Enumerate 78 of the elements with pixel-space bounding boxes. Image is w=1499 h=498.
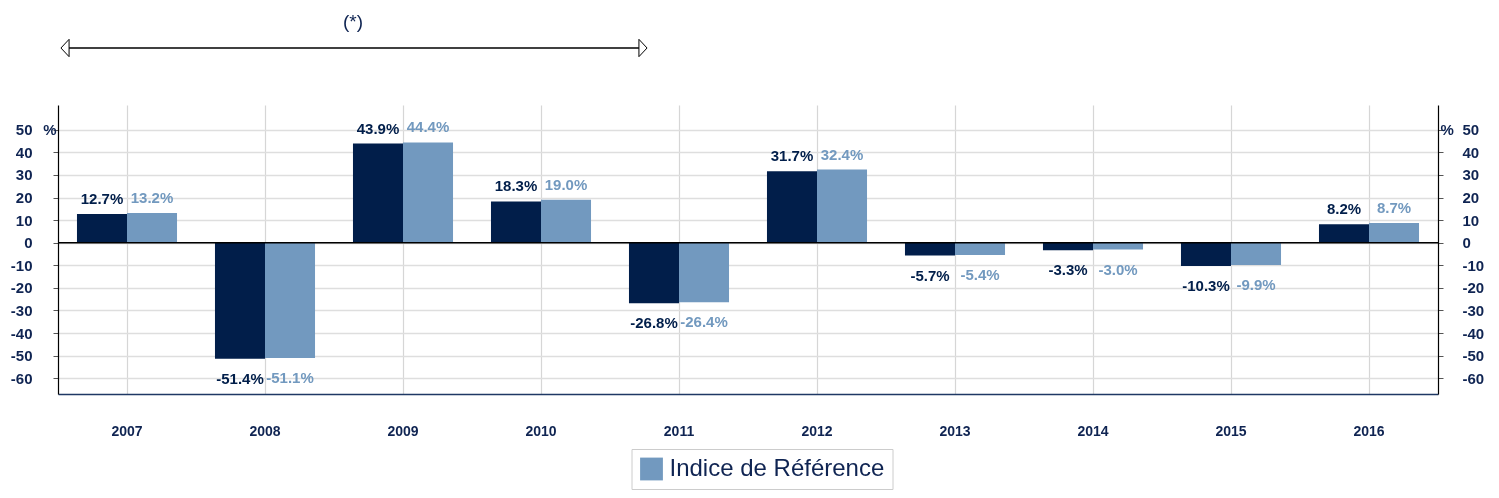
y2-tick-label: -40 (1462, 324, 1485, 342)
y-tick-label: -30 (10, 301, 33, 319)
y-axis-title: % (43, 121, 57, 139)
data-label: -26.4% (680, 313, 728, 331)
data-label: 13.2% (130, 188, 174, 206)
bar (1042, 242, 1093, 251)
x-tick-label: 2009 (387, 422, 419, 439)
data-label: -5.4% (960, 265, 1000, 283)
x-tick-label: 2014 (1077, 422, 1109, 439)
y2-tick-label: 20 (1462, 189, 1480, 207)
bar (265, 242, 316, 359)
x-tick-label: 2016 (1353, 422, 1385, 439)
data-label: -3.3% (1048, 261, 1088, 279)
y-tick-label: -50 (10, 347, 33, 365)
data-label: -9.9% (1236, 276, 1276, 294)
data-label: 8.7% (1376, 199, 1412, 217)
bar (955, 242, 1006, 255)
y2-tick-label: 30 (1462, 166, 1480, 184)
bar (1231, 242, 1282, 266)
y-tick-label: 40 (15, 143, 33, 161)
data-label: -3.0% (1098, 260, 1138, 278)
data-label: 19.0% (544, 175, 588, 193)
x-tick-label: 2015 (1215, 422, 1247, 439)
bar (904, 242, 955, 256)
y-tick-label: -10 (10, 256, 33, 274)
data-label: 18.3% (494, 177, 538, 195)
data-label: 44.4% (406, 118, 450, 136)
bar (817, 169, 868, 243)
bar (679, 242, 730, 303)
y-tick-label: 50 (15, 121, 33, 139)
x-tick-label: 2010 (525, 422, 557, 439)
y-tick-label: -20 (10, 279, 33, 297)
x-tick-label: 2012 (801, 422, 833, 439)
y-tick-label: 0 (24, 234, 33, 252)
bar (1180, 242, 1231, 266)
text: (*) (342, 11, 364, 32)
y2-tick-label: 10 (1462, 211, 1480, 229)
y2-axis-title: % (1440, 121, 1454, 139)
y2-tick-label: -10 (1462, 256, 1485, 274)
data-label: 32.4% (820, 145, 864, 163)
y-tick-label: 20 (15, 189, 33, 207)
x-tick-label: 2011 (663, 422, 695, 439)
bar (628, 242, 679, 304)
x-tick-label: 2007 (111, 422, 143, 439)
data-label: -51.1% (266, 369, 314, 387)
data-label: 8.2% (1326, 200, 1362, 218)
data-label: 43.9% (356, 119, 400, 137)
bar (127, 212, 178, 243)
data-label: -26.8% (630, 314, 678, 332)
y2-tick-label: -20 (1462, 279, 1485, 297)
data-label: 31.7% (770, 147, 814, 165)
bar (1318, 224, 1369, 243)
data-label: -5.7% (910, 266, 950, 284)
y2-tick-label: 50 (1462, 121, 1480, 139)
data-label: -51.4% (216, 369, 264, 387)
x-tick-label: 2013 (939, 422, 971, 439)
x-tick-label: 2008 (249, 422, 281, 439)
y-tick-label: -40 (10, 324, 33, 342)
y2-tick-label: -60 (1462, 369, 1485, 387)
bar (490, 201, 541, 243)
data-label: 12.7% (80, 190, 124, 208)
bar (214, 242, 265, 359)
y2-tick-label: 0 (1462, 234, 1471, 252)
legend-label: Indice de Référence (669, 454, 885, 481)
y2-tick-label: -50 (1462, 347, 1485, 365)
y-tick-label: 10 (15, 211, 33, 229)
y-tick-label: 30 (15, 166, 33, 184)
data-label: -10.3% (1182, 276, 1230, 294)
y-tick-label: -60 (10, 369, 33, 387)
bar (403, 142, 454, 243)
bar (766, 171, 817, 243)
y2-tick-label: -30 (1462, 301, 1485, 319)
bar (541, 199, 592, 243)
y2-tick-label: 40 (1462, 143, 1480, 161)
bar (352, 143, 403, 243)
bar (1093, 242, 1144, 250)
bar (1369, 223, 1420, 243)
bar (76, 214, 127, 243)
